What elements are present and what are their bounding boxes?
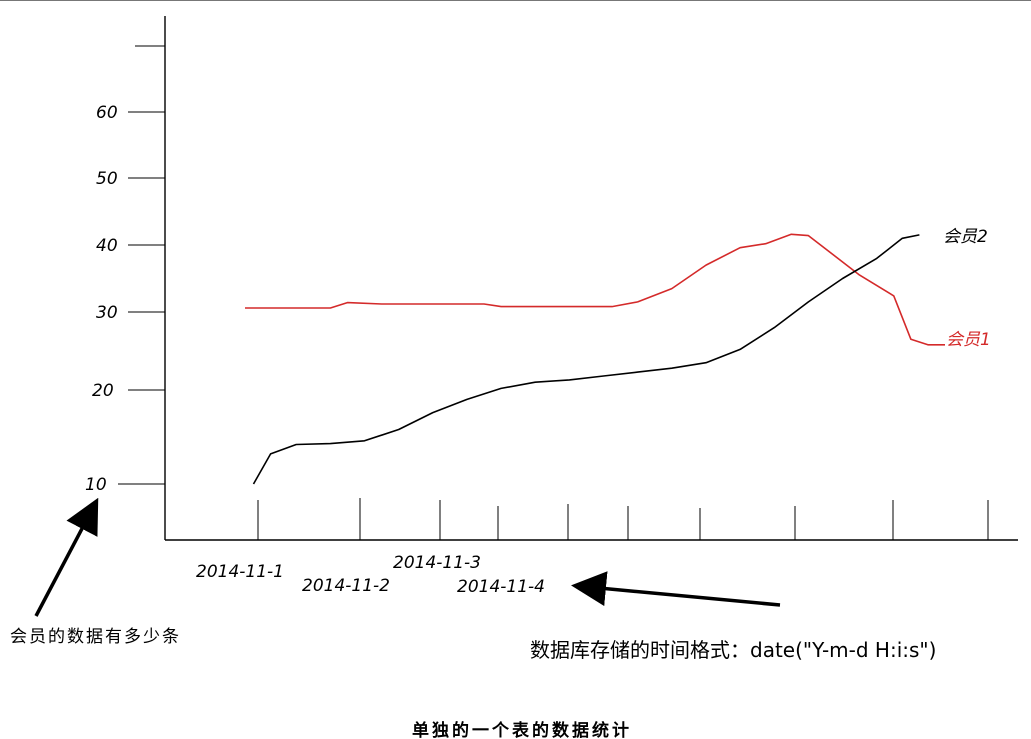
- y-tick-marks: [118, 45, 165, 485]
- y-tick-label: 50: [96, 169, 118, 189]
- x-label: 2014-11-4: [457, 577, 545, 597]
- series-label-member1: 会员1: [946, 330, 991, 350]
- x-label: 2014-11-2: [302, 576, 390, 596]
- arrow-time-format: [571, 571, 781, 607]
- time-format-note: 数据库存储的时间格式：date("Y-m-d H:i:s"): [530, 638, 936, 662]
- top-border: [0, 0, 1031, 1]
- series-line-member1: [245, 233, 945, 346]
- count-note: 会员的数据有多少条: [10, 627, 181, 647]
- y-tick-label: 60: [96, 103, 118, 123]
- x-tick-marks: [257, 498, 989, 540]
- series-line-member2: [252, 234, 920, 485]
- series-label-member2: 会员2: [943, 227, 988, 247]
- arrow-count-note: [34, 497, 99, 617]
- y-tick-label: 10: [85, 475, 107, 495]
- y-tick-label: 30: [96, 303, 118, 323]
- x-label: 2014-11-1: [196, 562, 284, 582]
- caption: 单独的一个表的数据统计: [412, 720, 632, 739]
- y-tick-label: 40: [96, 236, 118, 256]
- y-tick-label: 20: [92, 381, 114, 401]
- x-label: 2014-11-3: [393, 553, 481, 573]
